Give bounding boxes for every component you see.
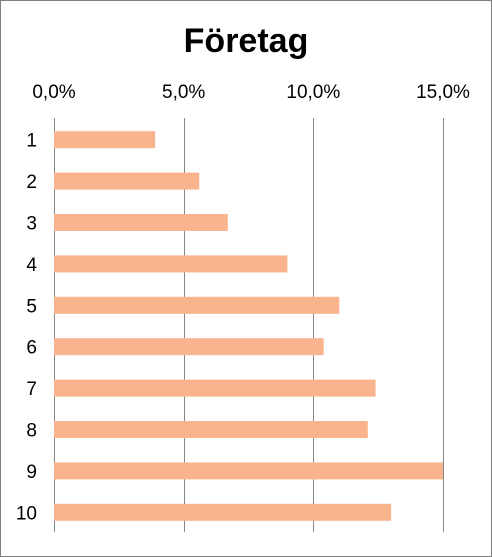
- x-axis-tick-labels: 0,0% 5,0% 10,0% 15,0%: [32, 82, 470, 103]
- category-label: 9: [26, 462, 37, 483]
- bar-7: [54, 379, 376, 397]
- chart-title: Företag: [184, 22, 309, 60]
- bar-10: [54, 503, 392, 521]
- category-label: 2: [26, 172, 37, 193]
- category-label: 10: [16, 503, 37, 524]
- x-tick-label: 0,0%: [32, 82, 75, 103]
- category-label: 1: [26, 131, 37, 152]
- bar-4: [54, 255, 288, 273]
- bar-8: [54, 421, 368, 438]
- x-tick-label: 5,0%: [162, 82, 205, 103]
- bar-9: [54, 462, 443, 480]
- bar-2: [54, 172, 200, 190]
- category-label: 4: [26, 255, 37, 276]
- category-label: 8: [26, 421, 37, 442]
- x-tick-label: 10,0%: [286, 82, 340, 103]
- bars: [54, 131, 443, 521]
- bar-3: [54, 214, 228, 231]
- bar-5: [54, 296, 340, 314]
- category-label: 5: [26, 296, 37, 317]
- category-label: 7: [26, 379, 37, 400]
- category-label: 3: [26, 214, 37, 235]
- category-labels: 1 2 3 4 5 6 7 8 9 10: [16, 131, 38, 525]
- bar-6: [54, 338, 324, 356]
- category-label: 6: [26, 338, 37, 359]
- x-tick-label: 15,0%: [416, 82, 470, 103]
- bar-1: [54, 131, 156, 149]
